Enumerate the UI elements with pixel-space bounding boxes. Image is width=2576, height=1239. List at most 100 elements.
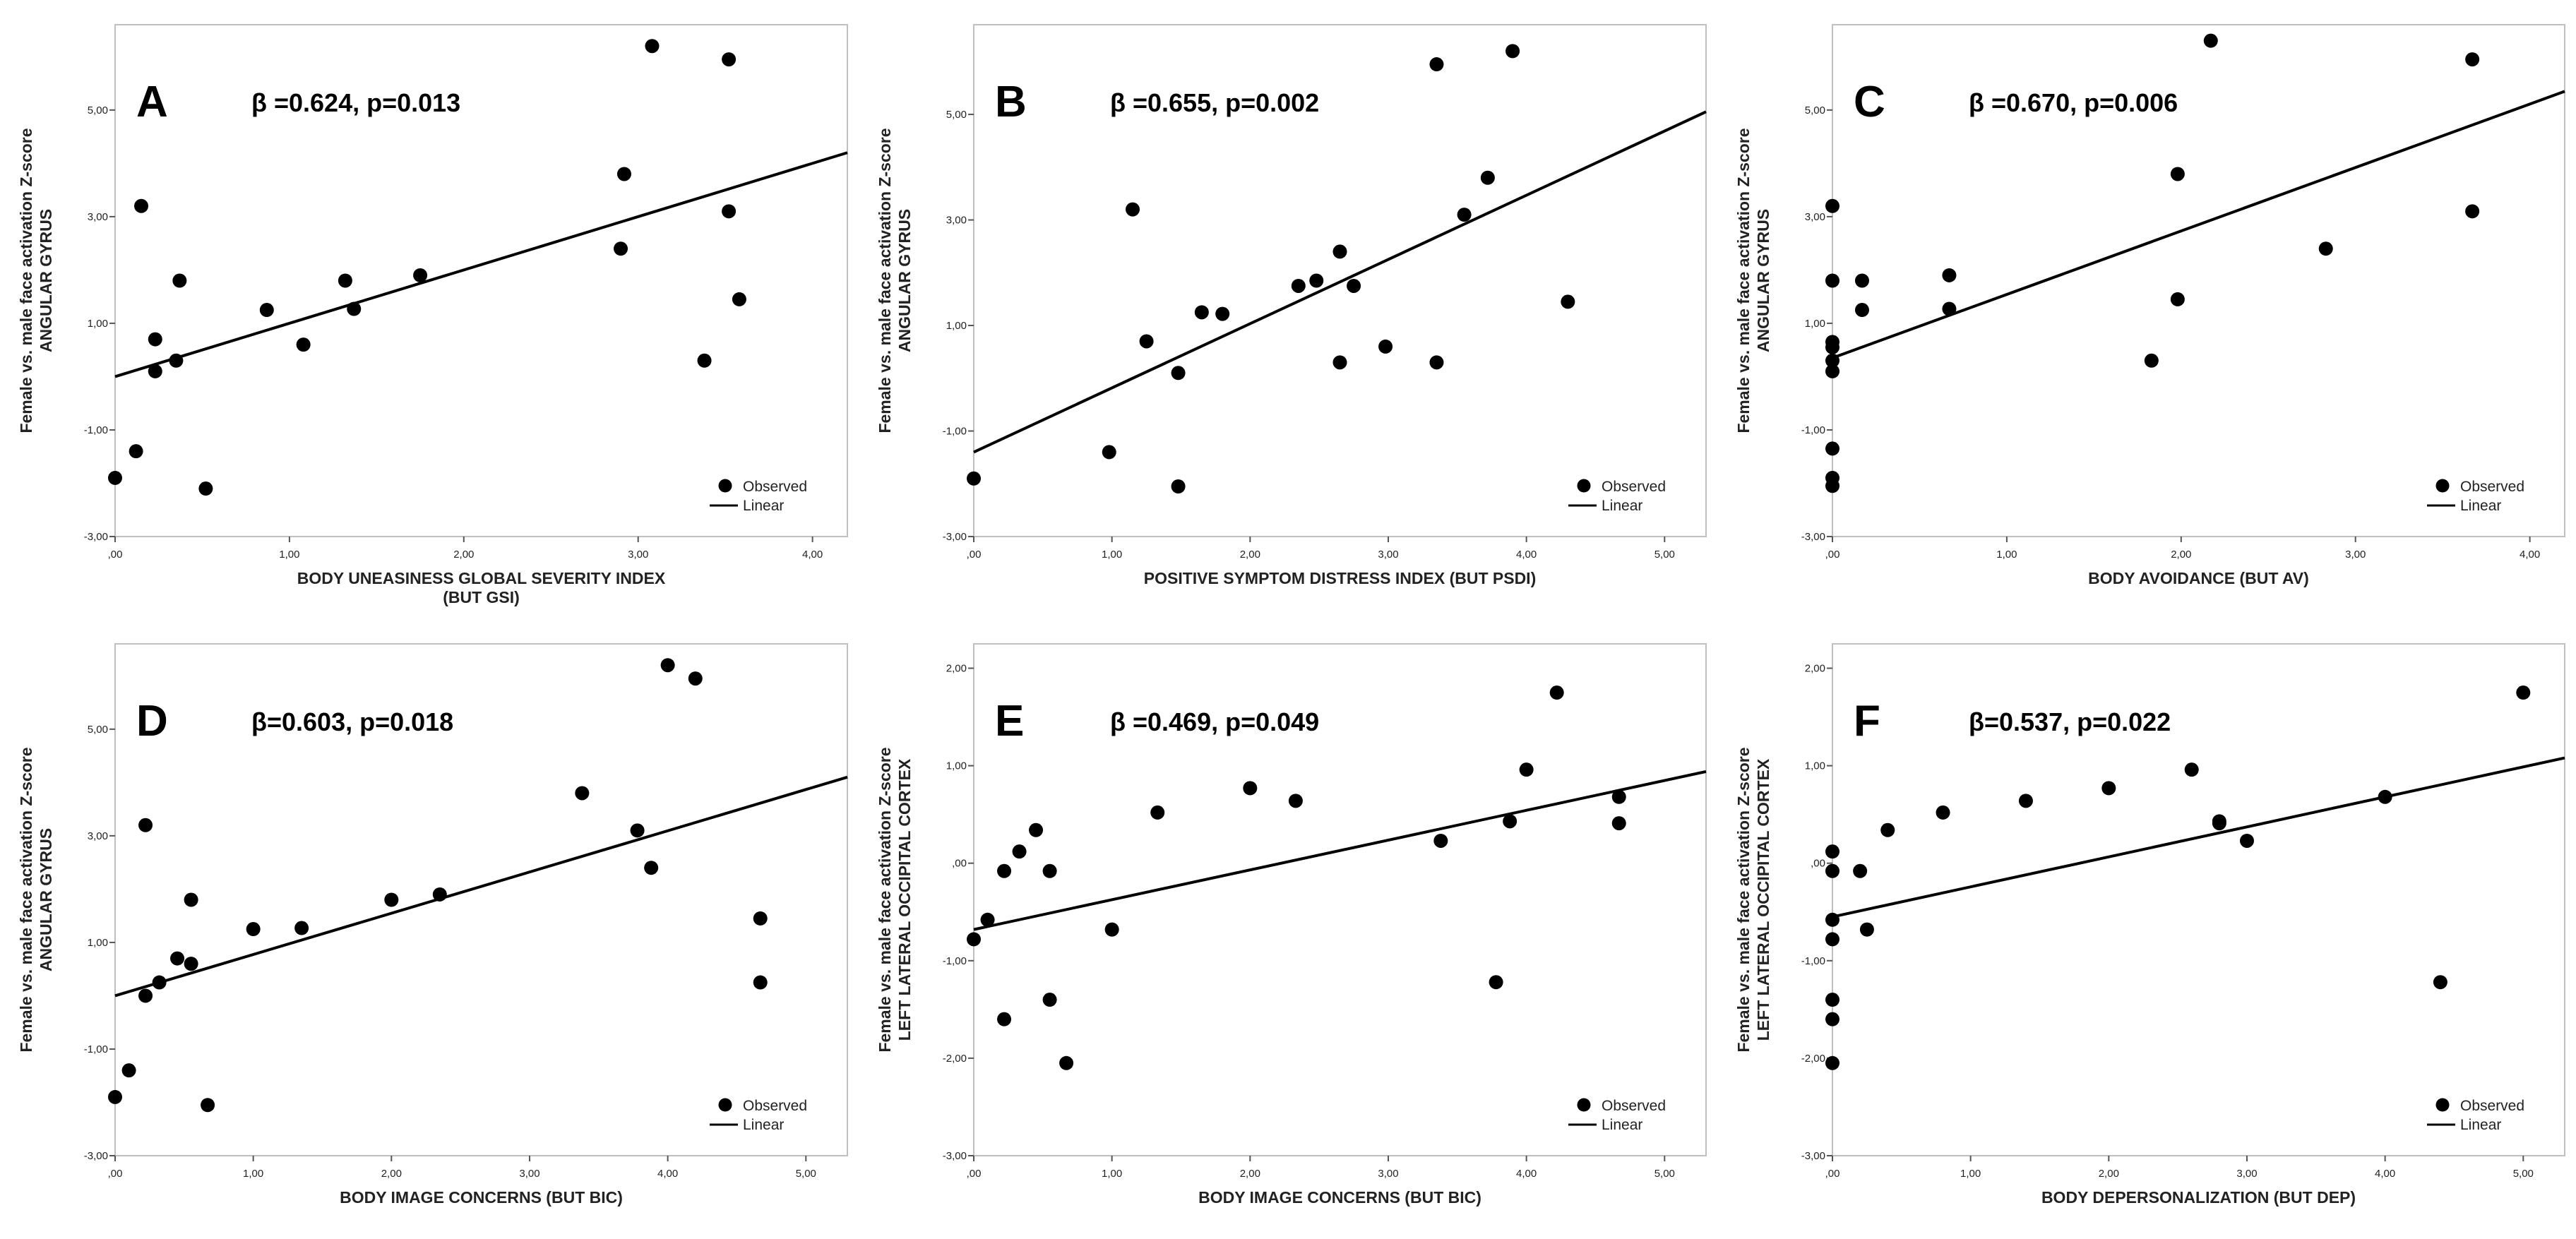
chart-panel-f: ,00 1,00 2,00 3,00 4,00 5,00 -3,00 -2,00 -1,00 ,0…	[1717, 619, 2576, 1238]
data-point	[1489, 975, 1503, 990]
y-tick-label: 3,00	[88, 830, 108, 842]
x-tick-label: 2,00	[453, 549, 474, 561]
data-point	[1825, 340, 1839, 354]
panel-letter: F	[1854, 697, 1880, 746]
y-tick-label: 3,00	[1805, 211, 1825, 223]
x-tick-label: 1,00	[279, 549, 299, 561]
y-tick-label: 5,00	[88, 724, 108, 736]
data-point	[121, 1063, 136, 1078]
data-point	[1012, 844, 1027, 859]
x-tick-label: 1,00	[243, 1168, 263, 1180]
y-tick-label: ,00	[1811, 858, 1825, 870]
stat-annotation: β =0.670, p=0.006	[1969, 88, 2178, 117]
data-point	[1611, 789, 1626, 804]
data-point	[1859, 922, 1874, 937]
y-tick-label: -1,00	[1801, 424, 1825, 436]
y-tick-label: -1,00	[84, 424, 108, 436]
chart-svg: ,00 1,00 2,00 3,00 4,00 5,00 -3,00 -2,00 -1,00 ,0…	[1734, 643, 2565, 1207]
legend-observed-label: Observed	[2460, 1098, 2524, 1114]
data-point	[980, 912, 995, 927]
data-point	[347, 301, 362, 316]
data-point	[753, 911, 768, 926]
data-point	[1825, 353, 1839, 368]
data-point	[1433, 833, 1448, 848]
legend-observed-label: Observed	[1602, 1098, 1666, 1114]
data-point	[2239, 833, 2254, 848]
data-point	[1880, 822, 1895, 837]
chart-svg: ,00 1,00 2,00 3,00 4,00 5,00 -3,00 -2,00 -1,00 ,0…	[876, 643, 1707, 1207]
x-tick-label: 5,00	[796, 1168, 816, 1180]
legend-linear-label: Linear	[743, 1117, 784, 1133]
x-tick-label: 5,00	[1654, 549, 1675, 561]
data-point	[1059, 1055, 1074, 1070]
y-tick-label: -3,00	[943, 1150, 967, 1162]
data-point	[198, 481, 213, 496]
chart-panel-a: ,00 1,00 2,00 3,00 4,00 -3,00 -1,00 1,00 3,00 5,0…	[0, 0, 859, 619]
data-point	[294, 921, 309, 935]
data-point	[753, 975, 768, 990]
fit-line	[114, 775, 848, 998]
data-point	[1854, 273, 1869, 288]
legend-observed-label: Observed	[743, 479, 807, 495]
data-point	[2170, 167, 2185, 181]
legend-linear-label: Linear	[743, 498, 784, 514]
y-axis-title: Female vs. male face activation Z-score	[17, 747, 35, 1052]
fit-line	[973, 110, 1707, 454]
data-point	[1936, 805, 1950, 820]
data-point	[1825, 844, 1839, 859]
data-point	[1825, 932, 1839, 947]
x-axis-title: BODY IMAGE CONCERNS (BUT BIC)	[340, 1188, 623, 1207]
chart-panel-c: ,00 1,00 2,00 3,00 4,00 -3,00 -1,00 1,00 3,00 5,0…	[1717, 0, 2576, 619]
legend-observed-marker	[2435, 1098, 2450, 1112]
legend-observed-marker	[1577, 479, 1591, 493]
data-point	[1503, 814, 1517, 829]
y-tick-label: 1,00	[88, 937, 108, 949]
data-point	[1825, 364, 1839, 378]
y-tick-label: -3,00	[1801, 1150, 1825, 1162]
plot-frame	[114, 24, 848, 537]
data-point	[2465, 204, 2480, 219]
data-point	[967, 471, 981, 486]
legend-linear-label: Linear	[1602, 1117, 1642, 1133]
data-point	[2212, 816, 2226, 831]
data-point	[630, 823, 645, 838]
y-axis-title: ANGULAR GYRUS	[37, 828, 55, 971]
plot-frame	[1832, 24, 2565, 537]
data-point	[1139, 334, 1154, 349]
data-point	[1854, 303, 1869, 318]
data-point	[138, 988, 153, 1003]
y-tick-label: 1,00	[1805, 318, 1825, 330]
data-point	[1291, 278, 1306, 293]
x-tick-label: 3,00	[1378, 549, 1398, 561]
x-tick-label: 1,00	[1960, 1168, 1981, 1180]
y-tick-label: 5,00	[946, 109, 967, 121]
data-point	[1309, 273, 1324, 288]
data-point	[967, 932, 981, 947]
data-point	[129, 444, 143, 459]
x-tick-label: 4,00	[802, 549, 823, 561]
x-tick-label: 3,00	[519, 1168, 539, 1180]
data-point	[997, 1012, 1012, 1026]
data-point	[1429, 57, 1444, 72]
x-axis-title: (BUT GSI)	[443, 588, 520, 606]
chart-panel-b: ,00 1,00 2,00 3,00 4,00 5,00 -3,00 -1,00 1,00 3,0…	[859, 0, 1717, 619]
legend-linear-label: Linear	[2460, 1117, 2501, 1133]
data-point	[201, 1098, 215, 1113]
data-point	[645, 39, 660, 54]
data-point	[259, 303, 274, 318]
data-point	[1194, 305, 1209, 320]
data-point	[1480, 170, 1495, 185]
panel-letter: D	[136, 697, 168, 746]
data-point	[688, 671, 703, 686]
x-tick-label: 4,00	[1516, 549, 1537, 561]
data-point	[246, 922, 261, 937]
fit-line	[1832, 756, 2565, 918]
data-point	[2433, 975, 2447, 990]
x-tick-label: 4,00	[2520, 549, 2540, 561]
y-tick-label: -3,00	[84, 1150, 108, 1162]
data-point	[1042, 863, 1057, 878]
stat-annotation: β=0.603, p=0.018	[251, 707, 453, 736]
data-point	[2203, 33, 2218, 48]
y-tick-label: -1,00	[943, 955, 967, 967]
